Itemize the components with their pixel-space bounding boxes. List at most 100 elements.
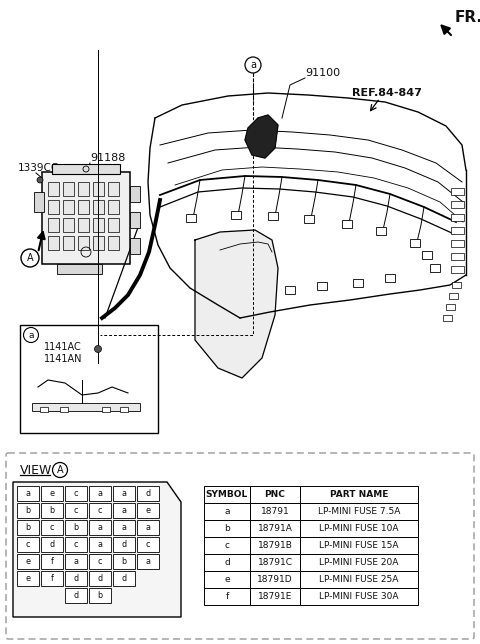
Bar bbox=[78, 236, 89, 250]
Bar bbox=[451, 201, 464, 208]
Bar bbox=[317, 282, 327, 290]
Bar bbox=[285, 286, 295, 294]
Bar bbox=[443, 315, 452, 321]
Polygon shape bbox=[245, 115, 278, 158]
Text: d: d bbox=[224, 558, 230, 567]
Bar bbox=[48, 236, 59, 250]
Text: LP-MINI FUSE 25A: LP-MINI FUSE 25A bbox=[319, 575, 399, 584]
Bar bbox=[300, 588, 418, 605]
Text: a: a bbox=[224, 507, 230, 516]
Text: A: A bbox=[57, 465, 63, 475]
Bar bbox=[137, 554, 159, 569]
Bar bbox=[113, 486, 135, 501]
Bar bbox=[17, 537, 39, 552]
Bar bbox=[108, 200, 119, 214]
Text: c: c bbox=[146, 540, 150, 549]
Bar bbox=[63, 182, 74, 196]
Text: b: b bbox=[224, 524, 230, 533]
Bar bbox=[113, 571, 135, 586]
Bar bbox=[300, 486, 418, 503]
Bar bbox=[41, 571, 63, 586]
Text: REF.84-847: REF.84-847 bbox=[352, 88, 422, 98]
Bar bbox=[32, 403, 140, 411]
Text: 18791D: 18791D bbox=[257, 575, 293, 584]
Bar bbox=[204, 503, 250, 520]
Text: a: a bbox=[250, 60, 256, 70]
Text: a: a bbox=[121, 489, 127, 498]
Bar bbox=[113, 554, 135, 569]
Bar bbox=[108, 182, 119, 196]
Bar bbox=[451, 253, 464, 260]
Bar bbox=[78, 218, 89, 232]
Bar bbox=[342, 220, 352, 228]
Bar bbox=[65, 554, 87, 569]
Text: c: c bbox=[74, 506, 78, 515]
Text: e: e bbox=[145, 506, 151, 515]
Text: c: c bbox=[98, 506, 102, 515]
Text: 1141AN: 1141AN bbox=[44, 354, 83, 364]
Bar bbox=[430, 264, 440, 272]
Bar bbox=[48, 182, 59, 196]
Bar bbox=[41, 554, 63, 569]
Text: a: a bbox=[25, 489, 31, 498]
Bar bbox=[451, 240, 464, 247]
Bar bbox=[102, 407, 110, 412]
Bar bbox=[20, 325, 158, 433]
Bar bbox=[34, 192, 44, 212]
Bar bbox=[48, 218, 59, 232]
Bar bbox=[204, 520, 250, 537]
Bar bbox=[41, 503, 63, 518]
Bar bbox=[89, 537, 111, 552]
Bar bbox=[204, 486, 250, 503]
Text: e: e bbox=[25, 557, 31, 566]
Bar bbox=[250, 520, 300, 537]
Bar bbox=[93, 182, 104, 196]
Bar bbox=[204, 571, 250, 588]
Bar bbox=[89, 503, 111, 518]
Text: LP-MINI FUSE 7.5A: LP-MINI FUSE 7.5A bbox=[318, 507, 400, 516]
Polygon shape bbox=[195, 230, 278, 378]
Text: LP-MINI FUSE 30A: LP-MINI FUSE 30A bbox=[319, 592, 399, 601]
Bar bbox=[42, 172, 130, 264]
Text: PART NAME: PART NAME bbox=[330, 490, 388, 499]
Bar bbox=[63, 200, 74, 214]
Text: a: a bbox=[121, 506, 127, 515]
Text: FR.: FR. bbox=[455, 10, 480, 25]
FancyBboxPatch shape bbox=[6, 453, 474, 639]
Bar bbox=[89, 554, 111, 569]
Bar bbox=[304, 215, 314, 223]
Bar bbox=[300, 554, 418, 571]
Text: c: c bbox=[74, 489, 78, 498]
Text: SYMBOL: SYMBOL bbox=[206, 490, 248, 499]
Bar bbox=[250, 486, 300, 503]
Text: LP-MINI FUSE 20A: LP-MINI FUSE 20A bbox=[319, 558, 399, 567]
Bar bbox=[268, 212, 278, 220]
Text: A: A bbox=[27, 253, 33, 263]
Bar bbox=[17, 486, 39, 501]
Bar bbox=[17, 554, 39, 569]
Bar bbox=[57, 264, 102, 274]
Text: a: a bbox=[145, 557, 151, 566]
Text: f: f bbox=[226, 592, 228, 601]
Text: 1141AC: 1141AC bbox=[44, 342, 82, 352]
Bar bbox=[137, 520, 159, 535]
Text: 18791E: 18791E bbox=[258, 592, 292, 601]
Bar bbox=[65, 520, 87, 535]
Bar bbox=[60, 407, 68, 412]
Text: 18791B: 18791B bbox=[258, 541, 292, 550]
Bar bbox=[89, 571, 111, 586]
Text: LP-MINI FUSE 15A: LP-MINI FUSE 15A bbox=[319, 541, 399, 550]
Bar bbox=[89, 486, 111, 501]
Bar bbox=[41, 520, 63, 535]
Text: a: a bbox=[97, 489, 103, 498]
Bar bbox=[89, 520, 111, 535]
Bar bbox=[17, 503, 39, 518]
Bar bbox=[63, 236, 74, 250]
Text: d: d bbox=[73, 591, 79, 600]
Bar bbox=[93, 218, 104, 232]
Bar bbox=[78, 200, 89, 214]
Text: b: b bbox=[49, 506, 55, 515]
Bar bbox=[41, 486, 63, 501]
Text: 18791C: 18791C bbox=[257, 558, 292, 567]
Bar bbox=[137, 537, 159, 552]
